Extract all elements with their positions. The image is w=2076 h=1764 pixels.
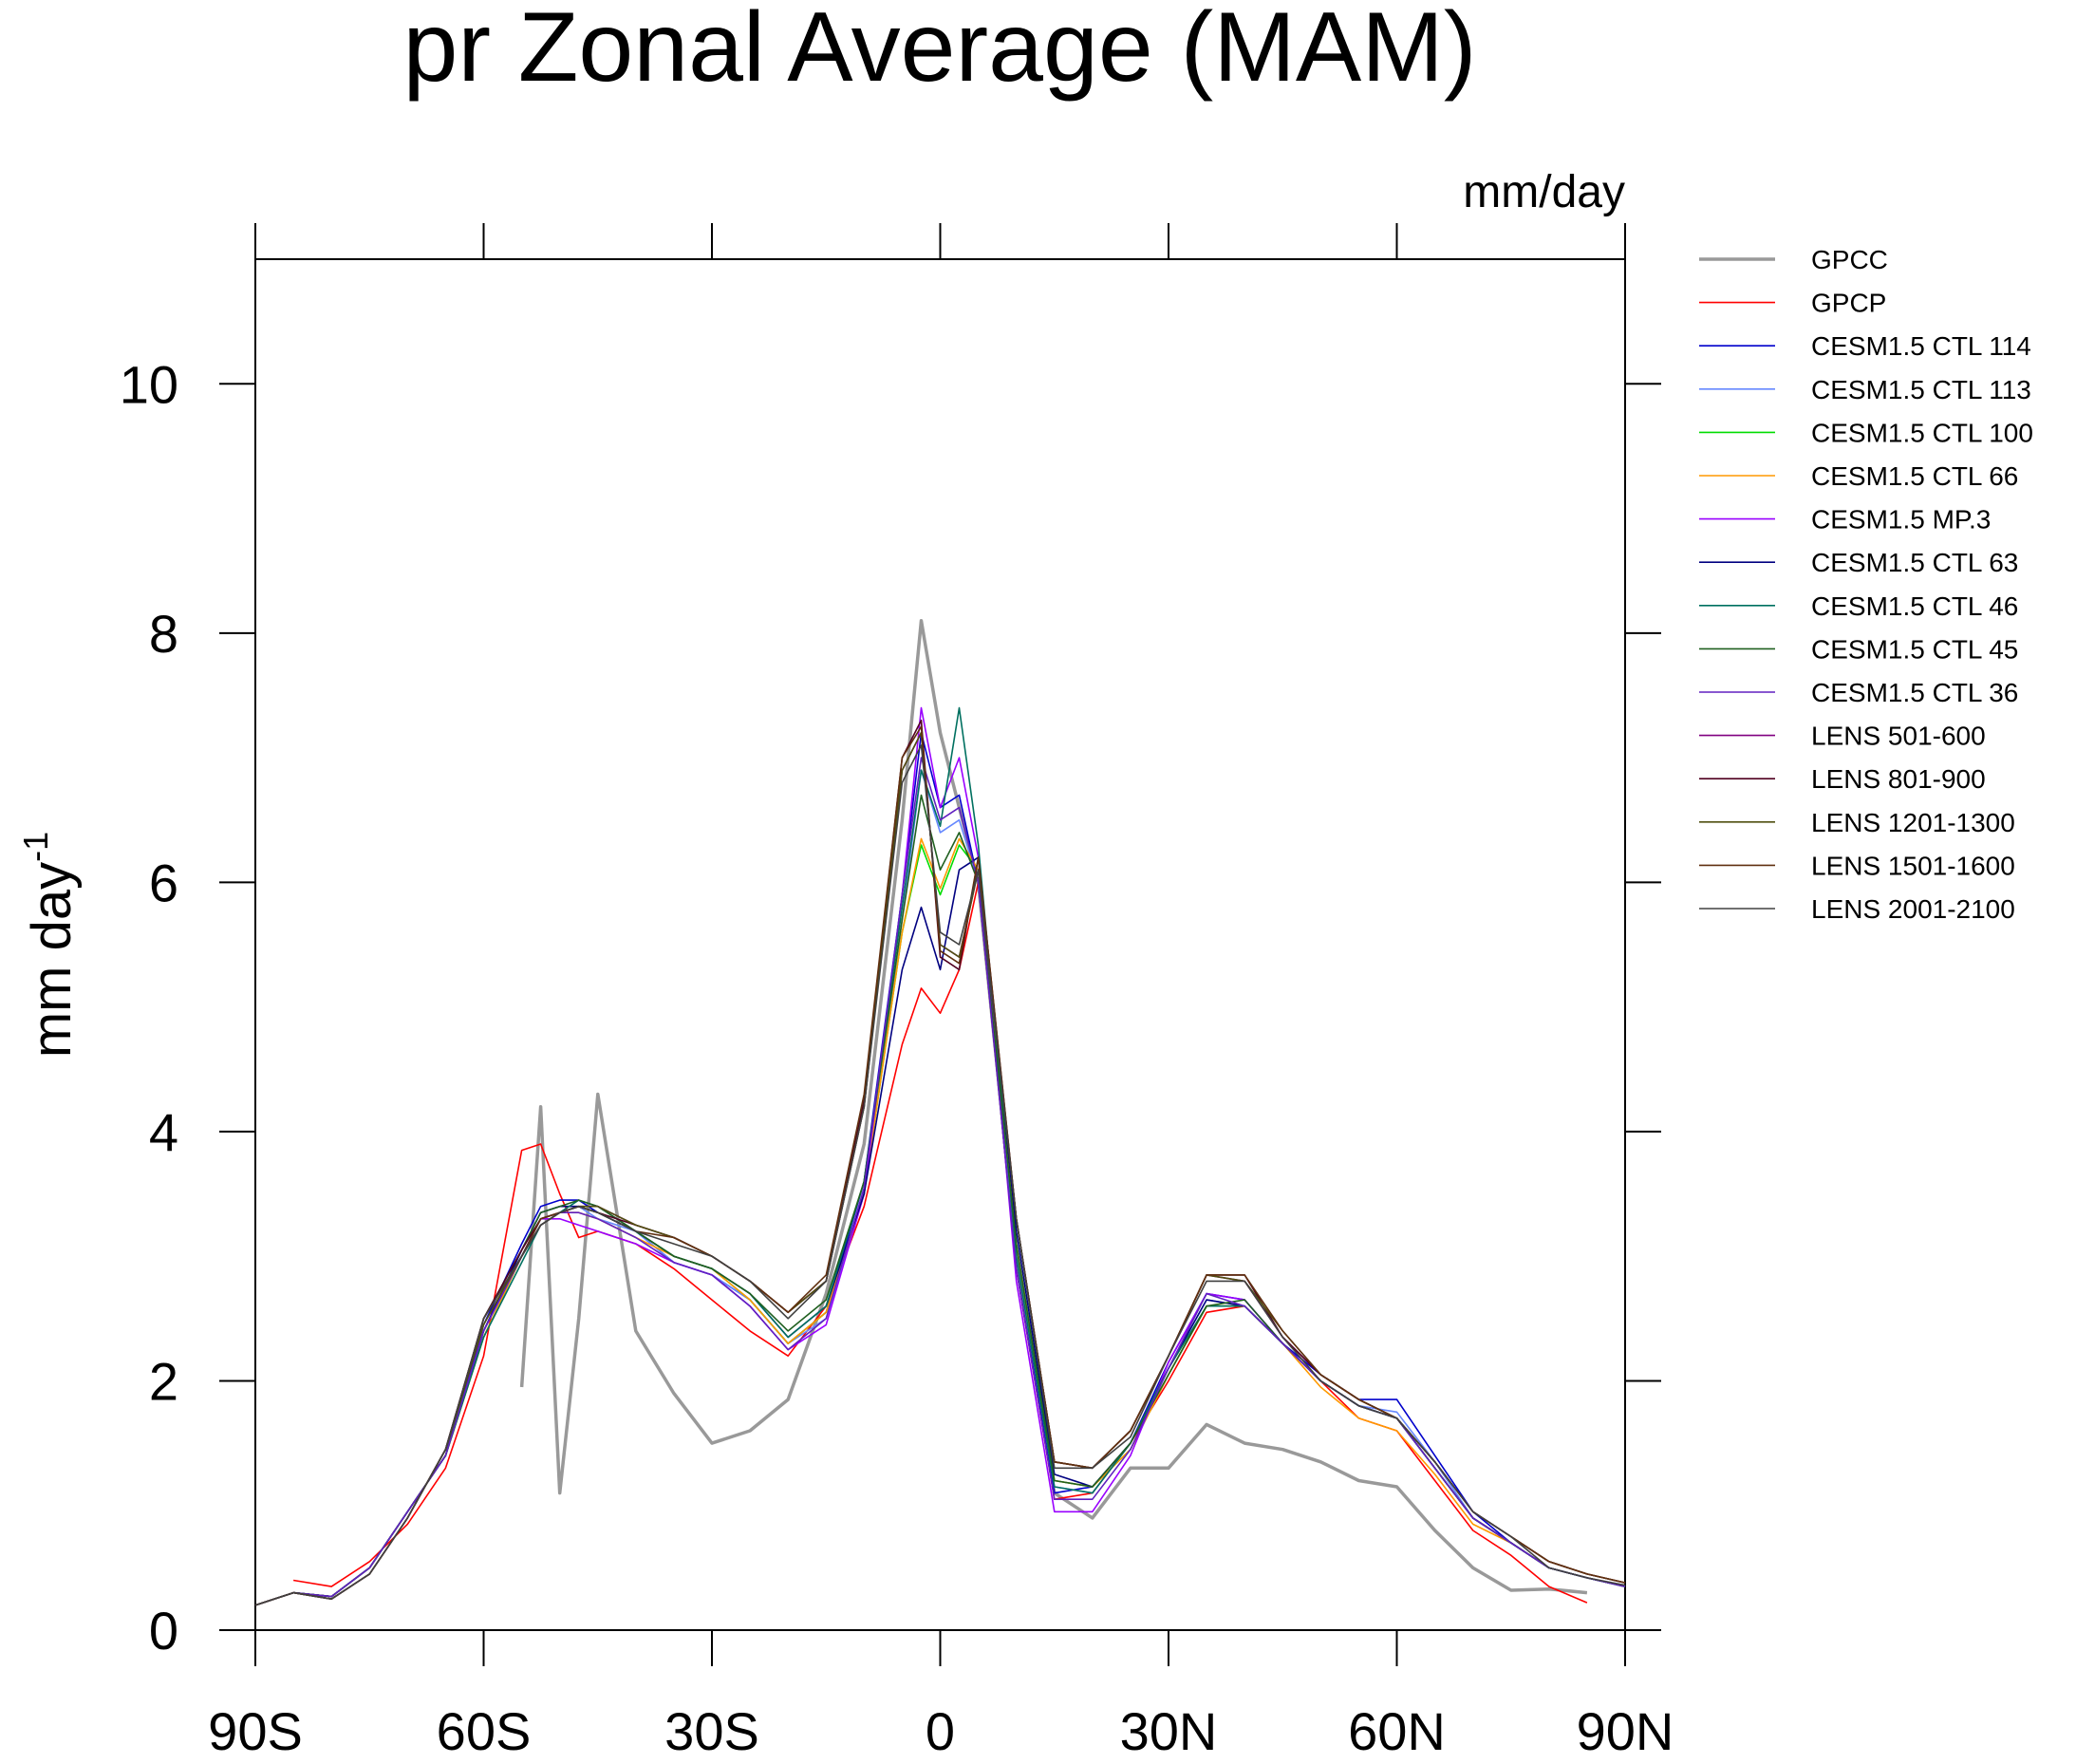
legend-label: CESM1.5 CTL 100 xyxy=(1811,418,2033,447)
y-tick-label: 0 xyxy=(149,1601,178,1661)
legend-label: CESM1.5 CTL 46 xyxy=(1811,591,2018,621)
y-tick-label: 6 xyxy=(149,853,178,912)
legend-label: CESM1.5 CTL 63 xyxy=(1811,548,2018,577)
series-line xyxy=(254,719,1626,1606)
y-tick-label: 4 xyxy=(149,1102,178,1162)
legend-label: CESM1.5 CTL 114 xyxy=(1811,331,2031,361)
x-tick-label: 0 xyxy=(926,1701,955,1761)
legend-label: CESM1.5 CTL 36 xyxy=(1811,678,2018,707)
series-line xyxy=(254,706,1626,1606)
legend-label: LENS 1501-1600 xyxy=(1811,851,2015,880)
series-line xyxy=(519,618,1588,1595)
units-label: mm/day xyxy=(1463,167,1625,217)
chart-title: pr Zonal Average (MAM) xyxy=(403,0,1477,103)
x-tick-label: 30N xyxy=(1120,1701,1218,1761)
legend-label: LENS 2001-2100 xyxy=(1811,894,2015,924)
legend-label: CESM1.5 CTL 66 xyxy=(1811,461,2018,491)
x-tick-label: 30S xyxy=(664,1701,759,1761)
series-line xyxy=(254,706,1626,1606)
x-tick-label: 90N xyxy=(1577,1701,1674,1761)
series-line xyxy=(254,744,1626,1606)
legend-label: CESM1.5 CTL 45 xyxy=(1811,634,2018,664)
series-line xyxy=(254,757,1626,1606)
y-axis-label: mm day-1 xyxy=(16,832,83,1058)
legend-label: LENS 801-900 xyxy=(1811,764,1986,794)
y-axis-label-superscript: -1 xyxy=(16,832,55,862)
x-tick-label: 60N xyxy=(1348,1701,1446,1761)
x-tick-label: 60S xyxy=(437,1701,532,1761)
series-line xyxy=(254,732,1626,1606)
series-line xyxy=(254,837,1626,1606)
legend-label: GPCP xyxy=(1811,289,1886,318)
y-axis-label-main: mm day xyxy=(21,862,83,1058)
legend-label: CESM1.5 MP.3 xyxy=(1811,505,1991,535)
series-line xyxy=(254,732,1626,1606)
x-tick-label: 90S xyxy=(208,1701,303,1761)
y-tick-label: 10 xyxy=(120,354,178,414)
series-line xyxy=(292,881,1588,1604)
series-line xyxy=(254,732,1626,1606)
series-line xyxy=(254,794,1626,1606)
series-line xyxy=(254,856,1626,1606)
series-line xyxy=(254,725,1626,1606)
series-line xyxy=(254,844,1626,1606)
legend-label: CESM1.5 CTL 113 xyxy=(1811,375,2031,404)
y-tick-label: 8 xyxy=(149,604,178,664)
legend-label: GPCC xyxy=(1811,245,1888,274)
y-tick-label: 2 xyxy=(149,1351,178,1411)
legend-label: LENS 1201-1300 xyxy=(1811,808,2015,837)
legend-label: LENS 501-600 xyxy=(1811,722,1986,751)
